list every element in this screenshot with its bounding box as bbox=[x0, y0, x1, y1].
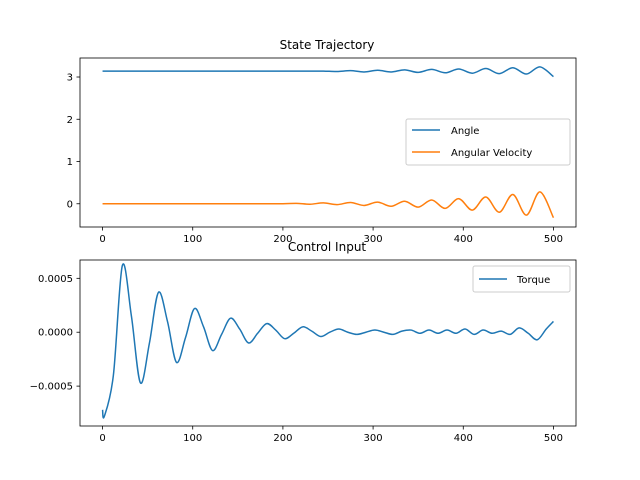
y-tick-label: 3 bbox=[67, 73, 73, 84]
x-tick-label: 0 bbox=[99, 433, 105, 444]
legend-box bbox=[472, 265, 571, 293]
y-tick-label: 0.0005 bbox=[38, 274, 73, 285]
chart-title: Control Input bbox=[288, 240, 367, 254]
x-tick-label: 400 bbox=[454, 433, 473, 444]
x-tick-label: 200 bbox=[273, 234, 292, 245]
axes-frame bbox=[79, 259, 577, 427]
subplot-control-input: 0 100 200 300 400 500 −0.0005 0.0000 0.0005 Tor… bbox=[30, 240, 577, 444]
y-tick-label: −0.0005 bbox=[30, 382, 73, 393]
x-tick-label: 300 bbox=[364, 234, 383, 245]
plot-lines bbox=[101, 263, 554, 419]
legend: Angle Angular Velocity bbox=[405, 118, 571, 166]
series-line-angle bbox=[102, 66, 554, 78]
x-tick-label: 200 bbox=[273, 433, 292, 444]
series-line-torque bbox=[101, 263, 554, 419]
legend-label-torque: Torque bbox=[516, 275, 550, 286]
x-tick-label: 500 bbox=[544, 433, 563, 444]
y-tick-label: 2 bbox=[67, 115, 73, 126]
legend: Torque bbox=[472, 265, 571, 293]
y-axis: 0 1 2 3 bbox=[67, 73, 80, 210]
series-line-angular-velocity bbox=[102, 191, 555, 219]
x-axis: 0 100 200 300 400 500 bbox=[99, 227, 563, 245]
subplot-state-trajectory: State Trajectory 0 100 200 300 400 500 0 1 2 3 A… bbox=[67, 38, 577, 245]
x-tick-label: 0 bbox=[99, 234, 105, 245]
x-tick-label: 400 bbox=[454, 234, 473, 245]
x-tick-label: 300 bbox=[364, 433, 383, 444]
y-tick-label: 1 bbox=[67, 157, 73, 168]
x-axis: 0 100 200 300 400 500 bbox=[99, 426, 563, 444]
y-tick-label: 0 bbox=[67, 199, 73, 210]
legend-label-angle: Angle bbox=[451, 126, 479, 137]
legend-label-angular-velocity: Angular Velocity bbox=[451, 148, 532, 159]
axes-frame bbox=[79, 57, 577, 228]
x-tick-label: 100 bbox=[183, 234, 202, 245]
chart-title: State Trajectory bbox=[280, 38, 375, 52]
x-tick-label: 500 bbox=[544, 234, 563, 245]
x-tick-label: 100 bbox=[183, 433, 202, 444]
y-tick-label: 0.0000 bbox=[38, 328, 73, 339]
y-axis: −0.0005 0.0000 0.0005 bbox=[30, 274, 80, 393]
legend-box bbox=[405, 118, 571, 166]
plot-lines bbox=[102, 66, 555, 219]
